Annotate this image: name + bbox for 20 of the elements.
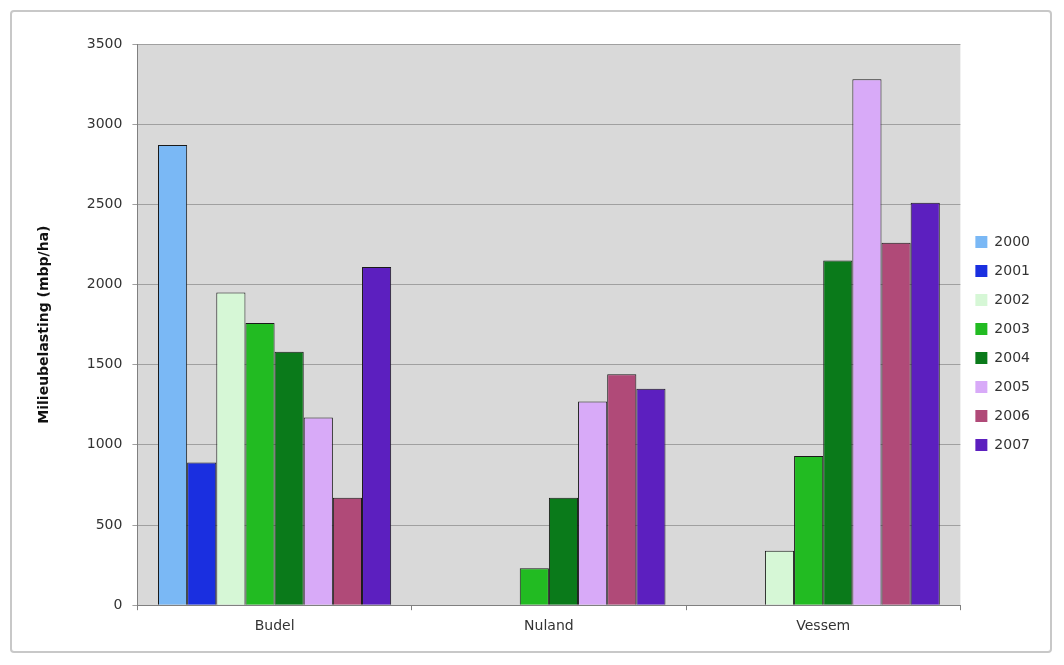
x-tick-label: Budel — [254, 617, 295, 634]
x-tick-label: Nuland — [524, 617, 574, 634]
legend-label: 2006 — [994, 406, 1031, 423]
y-tick-label: 1500 — [86, 355, 123, 372]
y-tick-label: 0 — [113, 595, 123, 612]
legend-label: 2001 — [994, 261, 1031, 278]
y-tick-label: 2500 — [86, 194, 123, 211]
x-tick-label: Vessem — [796, 617, 851, 634]
y-tick-label: 500 — [95, 515, 123, 532]
legend-label: 2003 — [994, 319, 1031, 336]
y-axis-title: Milieubelasting (mbp/ha) — [35, 225, 52, 424]
y-tick-label: 2000 — [86, 275, 123, 292]
legend-label: 2004 — [994, 348, 1031, 365]
legend-label: 2000 — [994, 232, 1031, 249]
legend-label: 2007 — [994, 435, 1031, 452]
legend-label: 2005 — [994, 377, 1031, 394]
y-tick-label: 3000 — [86, 114, 123, 131]
y-tick-label: 1000 — [86, 435, 123, 452]
y-tick-label: 3500 — [86, 34, 123, 51]
legend-label: 2002 — [994, 290, 1031, 307]
